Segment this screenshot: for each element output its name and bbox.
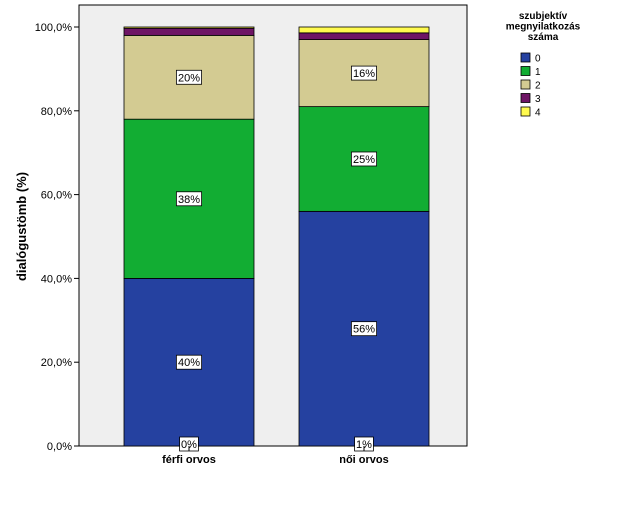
data-label-noi-1: 25% xyxy=(350,151,377,167)
legend-label: 0 xyxy=(535,54,541,65)
data-label-noi-4: 1% xyxy=(354,436,374,452)
y-tick-label: 60,0% xyxy=(41,190,72,202)
data-label-ferfi-2: 20% xyxy=(175,69,202,85)
y-tick-label: 20,0% xyxy=(41,357,72,369)
svg-text:40%: 40% xyxy=(178,357,200,369)
y-axis-title: dialógustömb (%) xyxy=(14,172,29,281)
legend-label: 4 xyxy=(535,108,541,119)
data-label-ferfi-0: 40% xyxy=(175,354,202,370)
y-tick-label: 80,0% xyxy=(41,106,72,118)
legend-item-4: 4 xyxy=(520,106,541,119)
bar-segment-noi-3 xyxy=(298,32,430,40)
legend-label: 1 xyxy=(535,67,541,78)
data-label-noi-0: 56% xyxy=(350,321,377,337)
legend-item-0: 0 xyxy=(520,52,541,65)
legend-title-line: megnyilatkozás xyxy=(506,22,581,33)
data-label-ferfi-4: 0% xyxy=(179,436,199,452)
legend-swatch xyxy=(520,66,531,76)
svg-text:38%: 38% xyxy=(178,194,200,206)
legend-swatch xyxy=(520,52,531,63)
bar-segment-ferfi-4 xyxy=(123,26,255,29)
legend-swatch xyxy=(520,79,531,90)
svg-text:20%: 20% xyxy=(178,72,200,84)
legend-swatch xyxy=(520,93,531,103)
data-label-ferfi-1: 38% xyxy=(175,191,202,207)
legend-item-1: 1 xyxy=(520,66,541,78)
y-tick-label: 100,0% xyxy=(35,22,73,34)
legend-item-3: 3 xyxy=(520,93,541,105)
legend-title-line: száma xyxy=(528,32,559,43)
y-tick-label: 0,0% xyxy=(47,441,72,453)
svg-text:56%: 56% xyxy=(353,324,375,336)
bar-segment-ferfi-3 xyxy=(123,27,255,36)
svg-text:16%: 16% xyxy=(353,68,375,80)
y-tick-label: 40,0% xyxy=(41,273,72,285)
x-tick-label: férfi orvos xyxy=(162,454,216,466)
svg-text:0%: 0% xyxy=(181,439,197,451)
x-tick-label: női orvos xyxy=(339,454,389,466)
legend-item-2: 2 xyxy=(520,79,541,92)
bar-segment-noi-4 xyxy=(298,26,430,34)
data-label-noi-2: 16% xyxy=(350,65,377,81)
legend-swatch xyxy=(520,106,531,117)
legend-label: 3 xyxy=(535,94,541,105)
svg-text:1%: 1% xyxy=(356,439,372,451)
svg-text:25%: 25% xyxy=(353,154,375,166)
legend-label: 2 xyxy=(535,81,541,92)
legend-title-line: szubjektív xyxy=(519,11,568,22)
